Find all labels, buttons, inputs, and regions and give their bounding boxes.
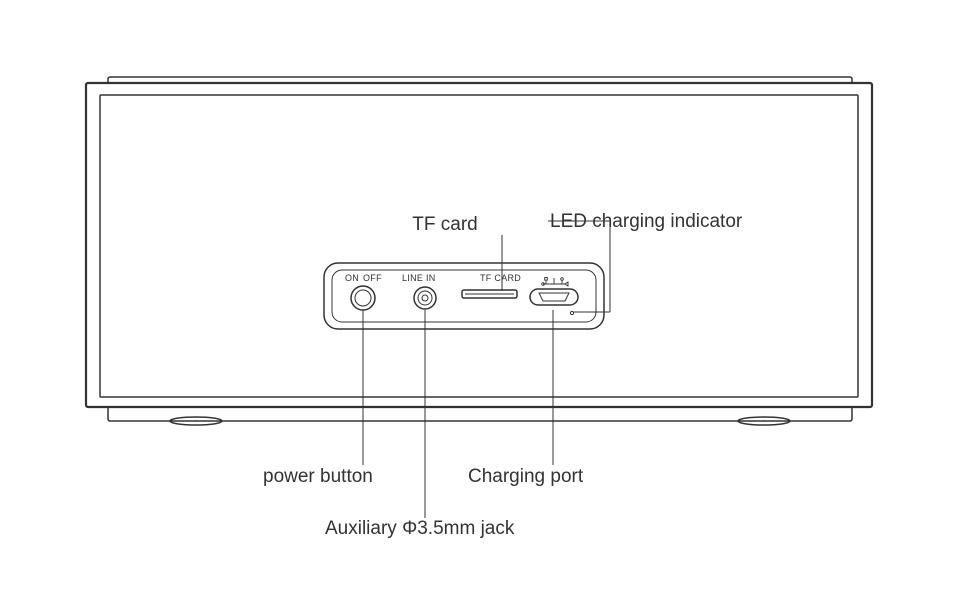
line-in-jack-icon bbox=[414, 287, 436, 309]
usb-icon bbox=[543, 278, 565, 284]
outer-shell bbox=[86, 83, 872, 407]
device-diagram: ON OFF LINE IN TF CARD TF card LED charging i… bbox=[0, 0, 960, 603]
callout-tf_card: TF card bbox=[412, 214, 477, 235]
led-indicator-icon bbox=[570, 311, 573, 314]
inner-face bbox=[100, 95, 858, 397]
panel-label-line_in: LINE IN bbox=[402, 273, 436, 283]
callout-aux: Auxiliary Φ3.5mm jack bbox=[325, 518, 515, 539]
panel-label-off: OFF bbox=[363, 273, 382, 283]
panel-label-on: ON bbox=[345, 273, 359, 283]
panel-label-tf_card: TF CARD bbox=[480, 273, 521, 283]
callout-charging: Charging port bbox=[468, 466, 584, 487]
callout-led: LED charging indicator bbox=[550, 211, 743, 232]
callout-power: power button bbox=[263, 466, 373, 487]
usb-port-icon bbox=[530, 289, 578, 305]
